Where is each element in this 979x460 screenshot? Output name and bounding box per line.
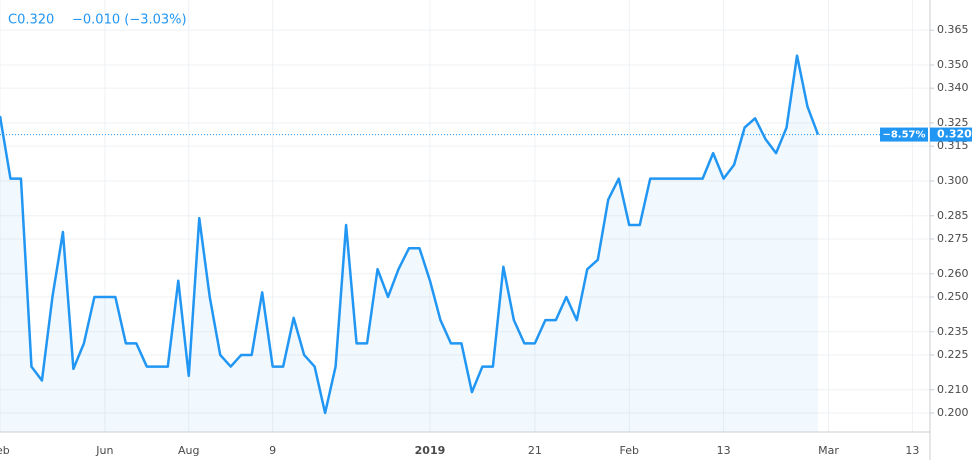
y-tick-label: 0.260: [937, 267, 969, 280]
y-tick-label: 0.275: [937, 232, 969, 245]
y-tick-label: 0.235: [937, 325, 969, 338]
area: [0, 55, 818, 433]
x-tick-label: Aug: [178, 444, 199, 457]
y-tick-label: 0.325: [937, 116, 969, 129]
y-tick-label: 0.340: [937, 81, 969, 94]
x-tick-label: Jun: [95, 444, 113, 457]
y-tick-label: 0.300: [937, 174, 969, 187]
x-tick-label: Feb: [0, 444, 10, 457]
change-badge-label: −8.57%: [882, 130, 925, 141]
x-tick-label: 9: [269, 444, 276, 457]
header-price: C0.320: [8, 13, 54, 28]
y-tick-label: 0.365: [937, 23, 969, 36]
grid: [0, 0, 930, 432]
x-tick-label: 2019: [415, 444, 446, 457]
plot: [0, 54, 930, 433]
x-tick-label: Feb: [619, 444, 638, 457]
y-tick-label: 0.225: [937, 348, 969, 361]
change-badge: [880, 127, 928, 142]
x-tick-label: Mar: [818, 444, 839, 457]
header-change: −0.010 (−3.03%): [72, 13, 187, 28]
y-tick-label: 0.315: [937, 139, 969, 152]
y-tick-label: 0.250: [937, 290, 969, 303]
x-tick-label: 21: [528, 444, 542, 457]
axes: 0.200 0.210 0.225 0.235 0.250 0.260 0.275 0.285…: [0, 23, 972, 457]
y-tick-label: 0.210: [937, 383, 969, 396]
x-tick-label: 13: [905, 444, 919, 457]
y-tick-label: 0.285: [937, 209, 969, 222]
y-tick-label: 0.200: [937, 406, 969, 419]
y-tick-label: 0.350: [937, 58, 969, 71]
x-tick-label: 13: [717, 444, 731, 457]
price-badge: [930, 127, 972, 142]
price-line: [0, 54, 820, 415]
price-badge-label: 0.320: [937, 128, 972, 141]
